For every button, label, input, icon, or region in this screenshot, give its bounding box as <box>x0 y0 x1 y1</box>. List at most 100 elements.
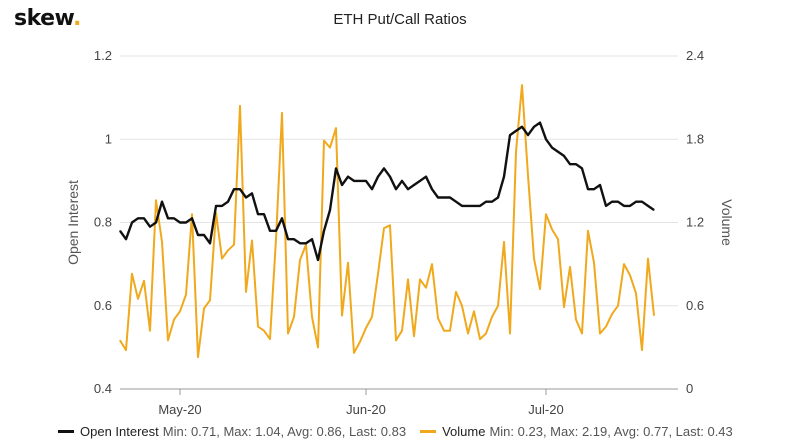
data-point <box>293 238 295 240</box>
legend: Open Interest Min: 0.71, Max: 1.04, Avg:… <box>58 424 747 439</box>
legend-stats-open-interest: Min: 0.71, Max: 1.04, Avg: 0.86, Last: 0… <box>162 424 407 439</box>
data-point <box>479 338 481 340</box>
data-point <box>377 273 379 275</box>
data-point <box>515 130 517 132</box>
data-point <box>491 316 493 318</box>
data-point <box>371 188 373 190</box>
data-point <box>323 140 325 142</box>
data-point <box>155 199 157 201</box>
y-right-tick-label: 1.8 <box>686 131 704 146</box>
data-point <box>131 273 133 275</box>
data-point <box>245 196 247 199</box>
data-point <box>137 298 139 300</box>
data-point <box>575 163 577 165</box>
data-point <box>515 151 517 153</box>
x-tick-label: Jun-20 <box>346 402 386 417</box>
data-point <box>335 167 337 169</box>
data-point <box>527 134 529 136</box>
data-point <box>617 201 619 203</box>
data-point <box>263 330 265 332</box>
data-point <box>419 278 421 280</box>
data-point <box>311 238 313 240</box>
data-point <box>191 217 193 219</box>
x-tick-label: May-20 <box>158 402 201 417</box>
data-point <box>251 239 253 242</box>
data-point <box>347 262 349 264</box>
data-point <box>545 213 547 215</box>
data-point <box>575 319 577 321</box>
data-point <box>407 278 409 280</box>
y-axis-right-title: Volume <box>719 199 735 246</box>
data-point <box>503 241 505 243</box>
legend-item-open-interest[interactable]: Open Interest Min: 0.71, Max: 1.04, Avg:… <box>58 424 406 439</box>
data-point <box>551 228 553 230</box>
data-point <box>161 201 163 203</box>
data-point <box>629 205 631 207</box>
y-right-tick-label: 0.6 <box>686 298 704 313</box>
data-point <box>581 332 583 335</box>
data-point <box>143 280 145 282</box>
data-point <box>179 221 181 224</box>
data-point <box>203 234 205 236</box>
data-point <box>395 339 397 341</box>
data-point <box>647 205 649 207</box>
data-point <box>593 188 595 190</box>
data-point <box>149 226 151 228</box>
data-point <box>293 316 295 318</box>
data-point <box>467 332 469 335</box>
legend-item-volume[interactable]: Volume Min: 0.23, Max: 2.19, Avg: 0.77, … <box>420 424 733 439</box>
data-point <box>431 263 433 265</box>
data-point <box>197 234 199 236</box>
data-point <box>221 205 223 207</box>
data-point <box>179 310 181 312</box>
data-point <box>257 213 259 215</box>
data-point <box>395 188 397 190</box>
data-point <box>299 242 301 244</box>
data-point <box>563 306 565 308</box>
data-point <box>653 314 655 317</box>
data-point <box>497 305 499 307</box>
legend-label-open-interest: Open Interest <box>80 424 159 439</box>
data-point <box>173 319 175 321</box>
series-open-interest <box>119 121 655 262</box>
data-point <box>323 230 325 232</box>
data-point <box>281 112 283 114</box>
data-point <box>431 188 433 190</box>
data-point <box>299 259 301 261</box>
data-point <box>137 217 139 219</box>
data-point <box>497 196 499 199</box>
data-point <box>227 201 229 203</box>
data-point <box>443 196 445 199</box>
data-point <box>233 244 235 246</box>
data-point <box>359 180 361 182</box>
data-point <box>521 126 523 128</box>
data-point <box>389 224 391 226</box>
data-point <box>485 332 487 335</box>
data-point <box>599 332 601 335</box>
data-point <box>359 341 361 343</box>
data-point <box>539 288 541 290</box>
data-point <box>449 196 451 199</box>
data-point <box>479 205 481 207</box>
data-point <box>275 230 277 232</box>
data-point <box>167 339 169 341</box>
data-point <box>353 352 355 354</box>
data-point <box>185 294 187 296</box>
data-point <box>215 205 217 207</box>
data-point <box>353 180 355 182</box>
data-point <box>653 209 655 211</box>
legend-swatch-open-interest <box>58 430 74 433</box>
data-point <box>347 176 349 178</box>
data-point <box>245 291 247 293</box>
data-point <box>125 238 127 240</box>
data-point <box>539 122 541 124</box>
data-point <box>557 238 559 240</box>
data-point <box>611 313 613 315</box>
data-point <box>527 174 529 176</box>
data-point <box>611 201 613 203</box>
data-point <box>203 307 205 310</box>
data-point <box>365 327 367 329</box>
data-point <box>233 188 235 190</box>
logo-text: skew <box>14 6 73 31</box>
data-point <box>413 184 415 186</box>
